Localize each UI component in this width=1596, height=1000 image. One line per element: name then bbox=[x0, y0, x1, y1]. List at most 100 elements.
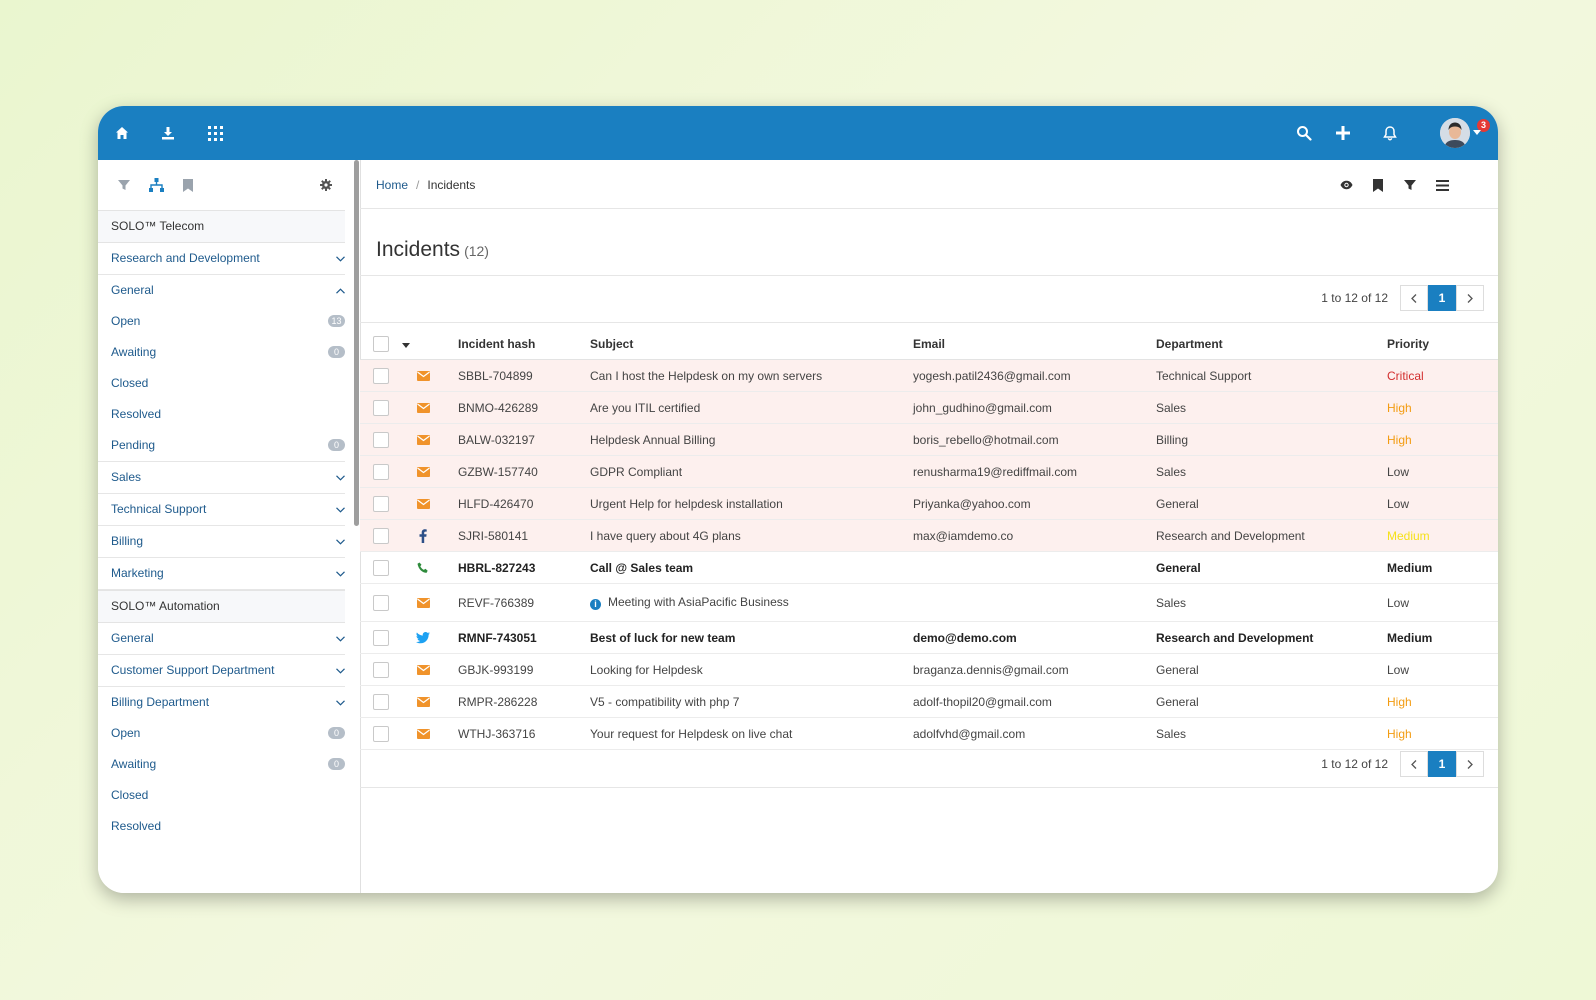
subject-cell[interactable]: V5 - compatibility with php 7 bbox=[590, 685, 913, 718]
chevron-down-icon[interactable] bbox=[335, 526, 345, 557]
chevron-down-icon[interactable] bbox=[335, 243, 345, 274]
incident-hash-cell[interactable]: SBBL-704899 bbox=[458, 359, 590, 392]
settings-icon[interactable] bbox=[318, 177, 334, 193]
bell-icon[interactable] bbox=[1380, 123, 1400, 143]
subject-cell[interactable]: I have query about 4G plans bbox=[590, 519, 913, 552]
incident-hash-cell[interactable]: REVF-766389 bbox=[458, 583, 590, 622]
subject-cell[interactable]: Looking for Helpdesk bbox=[590, 653, 913, 686]
table-row[interactable]: REVF-766389 i Meeting with AsiaPacific Bu… bbox=[360, 583, 1498, 622]
chevron-down-icon[interactable] bbox=[335, 494, 345, 525]
bookmark-icon[interactable] bbox=[180, 177, 196, 193]
page-1-button[interactable]: 1 bbox=[1428, 285, 1456, 311]
incident-hash-cell[interactable]: RMPR-286228 bbox=[458, 685, 590, 718]
bookmark-icon[interactable] bbox=[1370, 177, 1386, 193]
sitemap-icon[interactable] bbox=[148, 177, 164, 193]
table-row[interactable]: BALW-032197 Helpdesk Annual Billing bori… bbox=[360, 423, 1498, 456]
sidebar-subitem[interactable]: Open 13 bbox=[98, 306, 345, 337]
sidebar-scrollbar[interactable] bbox=[354, 160, 359, 526]
col-header-hash[interactable]: Incident hash bbox=[458, 329, 590, 360]
next-page-button[interactable] bbox=[1456, 285, 1484, 311]
menu-icon[interactable] bbox=[1434, 177, 1450, 193]
row-checkbox[interactable] bbox=[373, 527, 389, 544]
subject-cell[interactable]: Call @ Sales team bbox=[590, 551, 913, 584]
table-row[interactable]: RMNF-743051 Best of luck for new team de… bbox=[360, 621, 1498, 654]
sidebar-subitem[interactable]: Pending 0 bbox=[98, 430, 345, 462]
table-row[interactable]: HBRL-827243 Call @ Sales team General Me… bbox=[360, 551, 1498, 584]
sidebar-item[interactable]: Sales bbox=[98, 462, 345, 494]
table-row[interactable]: GZBW-157740 GDPR Compliant renusharma19@… bbox=[360, 455, 1498, 488]
sidebar-item[interactable]: Marketing bbox=[98, 558, 345, 590]
incident-hash-cell[interactable]: BALW-032197 bbox=[458, 423, 590, 456]
subject-cell[interactable]: GDPR Compliant bbox=[590, 455, 913, 488]
row-checkbox[interactable] bbox=[373, 367, 389, 384]
chevron-down-icon[interactable] bbox=[335, 558, 345, 589]
incident-hash-cell[interactable]: RMNF-743051 bbox=[458, 621, 590, 654]
plus-icon[interactable] bbox=[1333, 123, 1353, 143]
table-row[interactable]: SBBL-704899 Can I host the Helpdesk on m… bbox=[360, 359, 1498, 392]
download-icon[interactable] bbox=[158, 123, 178, 143]
sidebar-item[interactable]: Technical Support bbox=[98, 494, 345, 526]
sidebar-subitem[interactable]: Resolved bbox=[98, 399, 345, 430]
row-checkbox[interactable] bbox=[373, 661, 389, 678]
table-row[interactable]: WTHJ-363716 Your request for Helpdesk on… bbox=[360, 717, 1498, 750]
chevron-down-icon[interactable] bbox=[335, 655, 345, 686]
sidebar-subitem[interactable]: Closed bbox=[98, 780, 345, 811]
sidebar-item[interactable]: General bbox=[98, 623, 345, 655]
search-icon[interactable] bbox=[1294, 123, 1314, 143]
breadcrumb-home-link[interactable]: Home bbox=[376, 178, 409, 192]
filter-icon[interactable] bbox=[1402, 177, 1418, 193]
sidebar-item[interactable]: Billing bbox=[98, 526, 345, 558]
row-checkbox[interactable] bbox=[373, 495, 389, 512]
incident-hash-cell[interactable]: HLFD-426470 bbox=[458, 487, 590, 520]
home-icon[interactable] bbox=[112, 123, 132, 143]
row-checkbox[interactable] bbox=[373, 629, 389, 646]
row-checkbox[interactable] bbox=[373, 399, 389, 416]
row-checkbox[interactable] bbox=[373, 725, 389, 742]
prev-page-button[interactable] bbox=[1400, 751, 1428, 777]
incident-hash-cell[interactable]: HBRL-827243 bbox=[458, 551, 590, 584]
next-page-button[interactable] bbox=[1456, 751, 1484, 777]
incident-hash-cell[interactable]: SJRI-580141 bbox=[458, 519, 590, 552]
sidebar-item[interactable]: General bbox=[98, 275, 345, 306]
col-header-subject[interactable]: Subject bbox=[590, 329, 913, 360]
table-row[interactable]: HLFD-426470 Urgent Help for helpdesk ins… bbox=[360, 487, 1498, 520]
col-header-priority[interactable]: Priority bbox=[1387, 329, 1498, 360]
table-row[interactable]: GBJK-993199 Looking for Helpdesk braganz… bbox=[360, 653, 1498, 686]
subject-cell[interactable]: Urgent Help for helpdesk installation bbox=[590, 487, 913, 520]
col-header-department[interactable]: Department bbox=[1156, 329, 1387, 360]
table-row[interactable]: BNMO-426289 Are you ITIL certified john_… bbox=[360, 391, 1498, 424]
sidebar-subitem[interactable]: Awaiting 0 bbox=[98, 337, 345, 368]
apps-grid-icon[interactable] bbox=[205, 123, 225, 143]
incident-hash-cell[interactable]: GBJK-993199 bbox=[458, 653, 590, 686]
user-avatar[interactable] bbox=[1440, 118, 1470, 148]
sidebar-item[interactable]: Research and Development bbox=[98, 243, 345, 275]
prev-page-button[interactable] bbox=[1400, 285, 1428, 311]
eye-icon[interactable] bbox=[1338, 177, 1354, 193]
chevron-down-icon[interactable] bbox=[335, 687, 345, 718]
row-checkbox[interactable] bbox=[373, 594, 389, 611]
chevron-down-icon[interactable] bbox=[402, 343, 410, 348]
sidebar-item[interactable]: Billing Department bbox=[98, 687, 345, 718]
row-checkbox[interactable] bbox=[373, 693, 389, 710]
incident-hash-cell[interactable]: GZBW-157740 bbox=[458, 455, 590, 488]
row-checkbox[interactable] bbox=[373, 431, 389, 448]
chevron-up-icon[interactable] bbox=[335, 275, 345, 306]
chevron-down-icon[interactable] bbox=[335, 623, 345, 654]
table-row[interactable]: SJRI-580141 I have query about 4G plans … bbox=[360, 519, 1498, 552]
sidebar-subitem[interactable]: Resolved bbox=[98, 811, 345, 842]
subject-cell[interactable]: Best of luck for new team bbox=[590, 621, 913, 654]
subject-cell[interactable]: Can I host the Helpdesk on my own server… bbox=[590, 359, 913, 392]
subject-cell[interactable]: i Meeting with AsiaPacific Business bbox=[590, 583, 913, 622]
col-header-email[interactable]: Email bbox=[913, 329, 1156, 360]
page-1-button[interactable]: 1 bbox=[1428, 751, 1456, 777]
sidebar-subitem[interactable]: Open 0 bbox=[98, 718, 345, 749]
table-row[interactable]: RMPR-286228 V5 - compatibility with php … bbox=[360, 685, 1498, 718]
select-all-checkbox[interactable] bbox=[373, 336, 389, 352]
incident-hash-cell[interactable]: BNMO-426289 bbox=[458, 391, 590, 424]
subject-cell[interactable]: Helpdesk Annual Billing bbox=[590, 423, 913, 456]
chevron-down-icon[interactable] bbox=[335, 462, 345, 493]
subject-cell[interactable]: Your request for Helpdesk on live chat bbox=[590, 717, 913, 750]
filter-icon[interactable] bbox=[116, 177, 132, 193]
sidebar-subitem[interactable]: Awaiting 0 bbox=[98, 749, 345, 780]
row-checkbox[interactable] bbox=[373, 463, 389, 480]
